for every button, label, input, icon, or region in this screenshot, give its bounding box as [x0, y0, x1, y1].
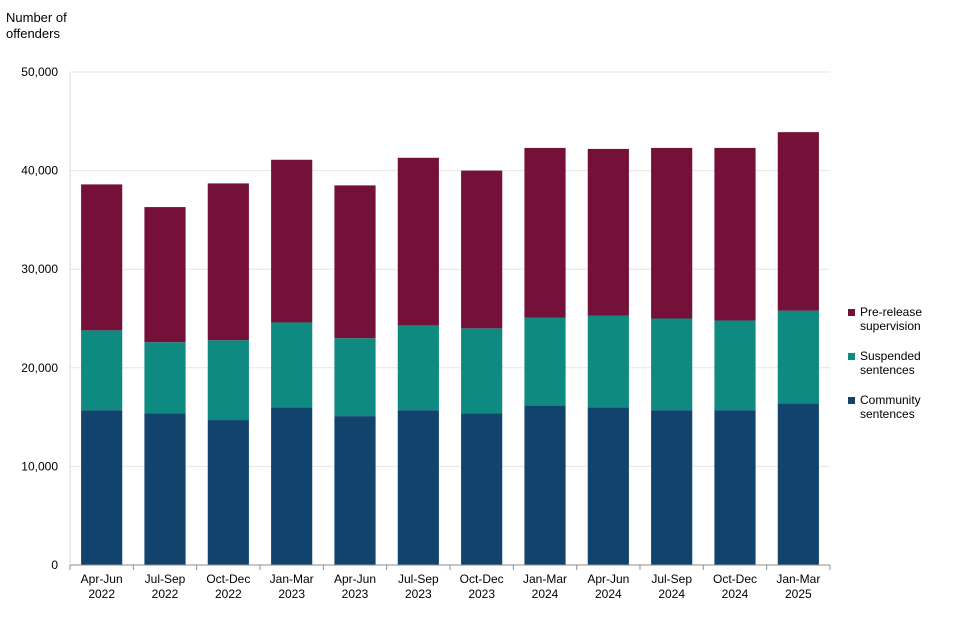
bar-segment-pre-release-supervision — [207, 183, 249, 341]
x-tick-label: Jul-Sep 2024 — [651, 572, 692, 601]
bar-segment-community-sentences — [461, 413, 503, 565]
bar-segment-pre-release-supervision — [144, 207, 186, 343]
bar-segment-community-sentences — [587, 407, 629, 565]
bar-segment-suspended-sentences — [144, 342, 186, 414]
bar-segment-community-sentences — [271, 407, 313, 565]
bar-segment-pre-release-supervision — [714, 147, 756, 321]
x-tick-label: Jan-Mar 2025 — [776, 572, 820, 601]
x-tick-label: Jul-Sep 2022 — [145, 572, 186, 601]
bar-segment-pre-release-supervision — [777, 132, 819, 311]
bar-segment-pre-release-supervision — [587, 148, 629, 316]
legend-item-pre-release: Pre-release supervision — [848, 305, 958, 333]
bar-segment-community-sentences — [524, 405, 566, 565]
bar-segment-pre-release-supervision — [271, 159, 313, 323]
x-tick-label: Jul-Sep 2023 — [398, 572, 439, 601]
bar-segment-community-sentences — [144, 413, 186, 565]
gridlines — [70, 71, 830, 467]
x-tick-label: Apr-Jun 2023 — [334, 572, 376, 601]
x-tick-label: Apr-Jun 2022 — [81, 572, 123, 601]
y-tick-labels: 0 10,000 20,000 30,000 40,000 50,000 — [21, 65, 58, 572]
bar-segment-community-sentences — [207, 420, 249, 565]
bar-segment-community-sentences — [397, 410, 439, 565]
bar-segment-community-sentences — [651, 410, 693, 565]
y-tick-label: 10,000 — [21, 459, 58, 473]
bar-segment-community-sentences — [81, 410, 123, 565]
bar-segment-suspended-sentences — [461, 328, 503, 414]
legend-item-community: Community sentences — [848, 393, 958, 421]
y-tick-label: 30,000 — [21, 262, 58, 276]
legend-label-community: Community sentences — [860, 393, 921, 421]
legend-swatch-pre-release — [848, 309, 855, 316]
x-tick-label: Oct-Dec 2023 — [460, 572, 504, 601]
bar-segment-suspended-sentences — [714, 320, 756, 411]
legend-item-suspended: Suspended sentences — [848, 349, 958, 377]
legend-swatch-community — [848, 397, 855, 404]
bar-segment-suspended-sentences — [587, 315, 629, 408]
bar-segment-suspended-sentences — [777, 310, 819, 404]
bar-segment-suspended-sentences — [334, 338, 376, 417]
x-tick-label: Oct-Dec 2024 — [713, 572, 757, 601]
bar-segment-pre-release-supervision — [461, 170, 503, 329]
y-tick-label: 20,000 — [21, 361, 58, 375]
legend-label-suspended: Suspended sentences — [860, 349, 921, 377]
y-tick-label: 40,000 — [21, 164, 58, 178]
axes — [69, 72, 831, 570]
bar-segment-suspended-sentences — [271, 322, 313, 408]
bar-segment-community-sentences — [777, 403, 819, 565]
bar-segment-community-sentences — [714, 410, 756, 565]
y-axis-title: Number of offenders — [6, 10, 67, 41]
x-tick-label: Apr-Jun 2024 — [587, 572, 629, 601]
bars — [81, 132, 819, 565]
bar-segment-pre-release-supervision — [651, 147, 693, 319]
bar-segment-suspended-sentences — [651, 318, 693, 411]
bar-segment-pre-release-supervision — [524, 147, 566, 318]
bar-segment-pre-release-supervision — [81, 184, 123, 331]
x-tick-labels: Apr-Jun 2022 Jul-Sep 2022 Oct-Dec 2022 Jan-Mar… — [81, 572, 821, 601]
bar-segment-suspended-sentences — [81, 330, 123, 411]
legend-label-pre-release: Pre-release supervision — [860, 305, 923, 333]
bar-segment-suspended-sentences — [397, 325, 439, 411]
legend: Pre-release supervision Suspended senten… — [848, 305, 958, 437]
x-tick-label: Jan-Mar 2024 — [523, 572, 567, 601]
y-tick-label: 50,000 — [21, 65, 58, 79]
legend-swatch-suspended — [848, 353, 855, 360]
bar-segment-suspended-sentences — [524, 317, 566, 406]
bar-segment-suspended-sentences — [207, 340, 249, 421]
bar-segment-pre-release-supervision — [334, 185, 376, 339]
x-tick-label: Oct-Dec 2022 — [206, 572, 250, 601]
y-tick-label: 0 — [51, 558, 58, 572]
bar-segment-pre-release-supervision — [397, 157, 439, 326]
x-tick-label: Jan-Mar 2023 — [270, 572, 314, 601]
bar-segment-community-sentences — [334, 416, 376, 565]
